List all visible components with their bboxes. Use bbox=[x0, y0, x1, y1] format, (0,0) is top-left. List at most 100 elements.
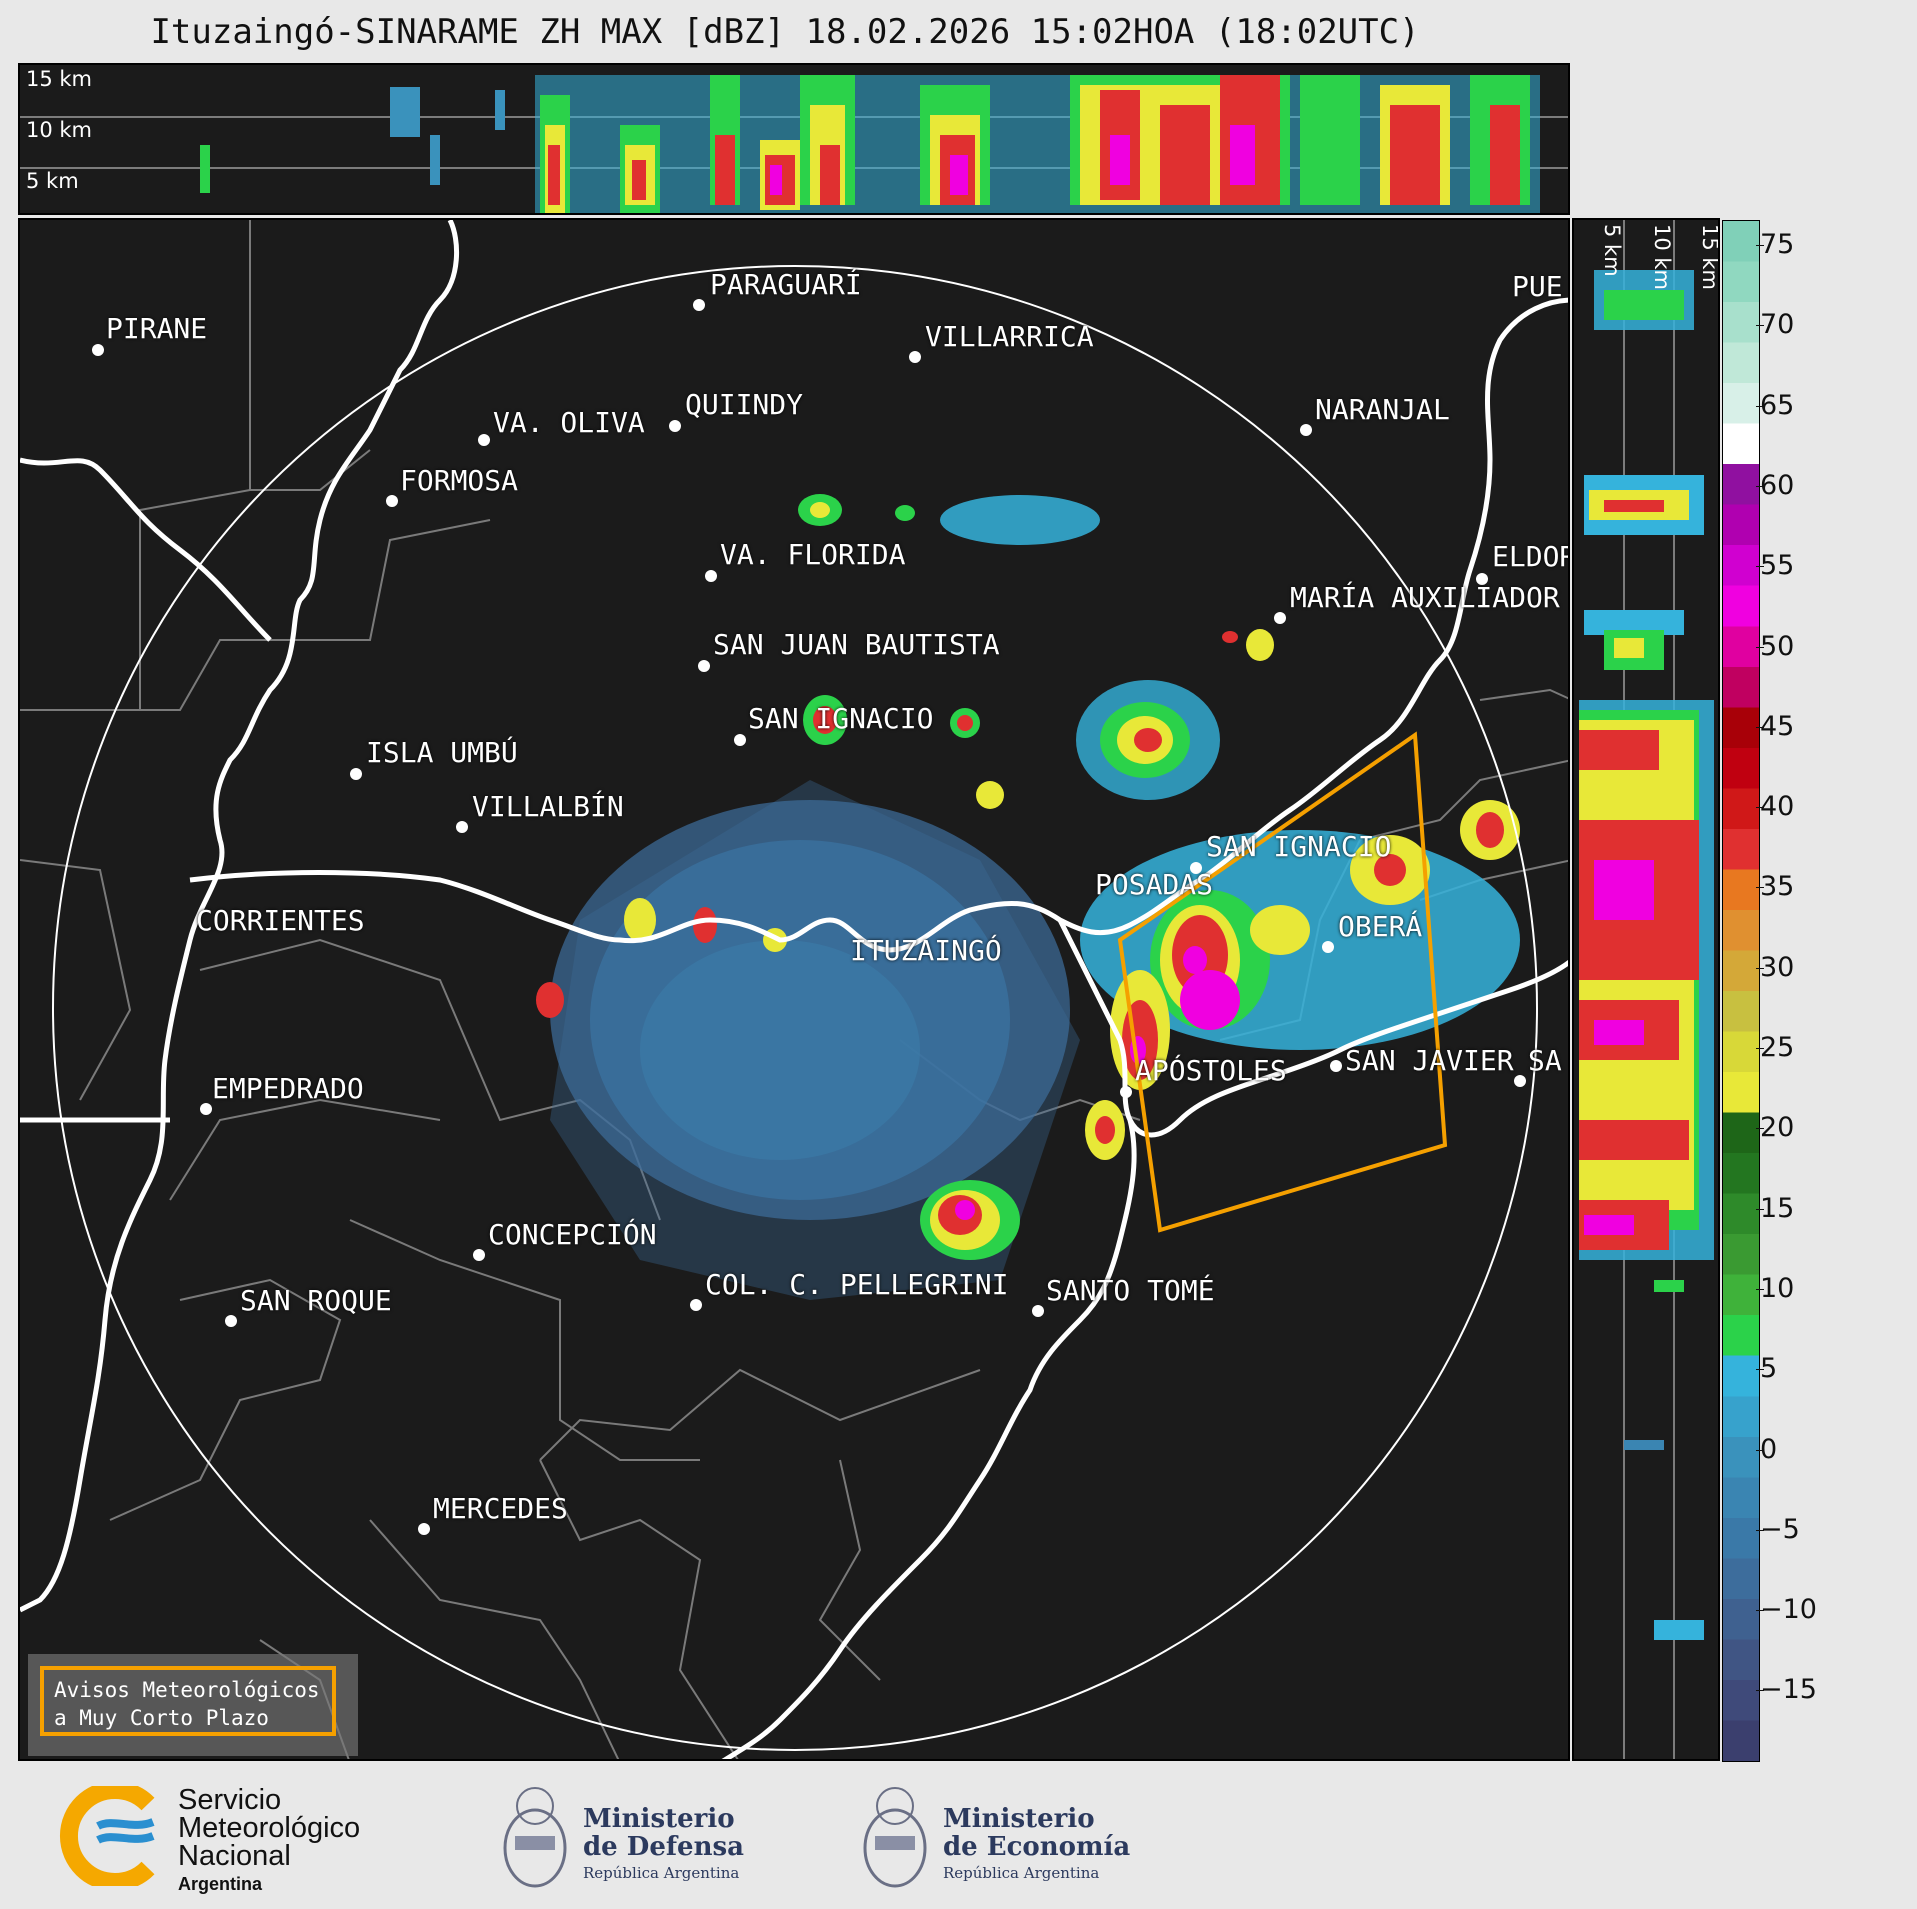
city-label-san-ignacio-ar: SAN IGNACIO bbox=[1206, 830, 1392, 863]
city-marker bbox=[705, 570, 717, 582]
city-marker bbox=[200, 1103, 212, 1115]
city-label-obera: OBERÁ bbox=[1338, 910, 1423, 943]
city-label-eldor: ELDOR bbox=[1492, 540, 1570, 573]
city-label-pirane: PIRANE bbox=[106, 312, 208, 345]
city-label-san-roque: SAN ROQUE bbox=[240, 1284, 392, 1317]
economia-line2: de Economía bbox=[943, 1832, 1131, 1862]
city-label-va-oliva: VA. OLIVA bbox=[493, 406, 645, 439]
city-label-villalbin: VILLALBÍN bbox=[472, 790, 624, 823]
top-section-echo-shapes bbox=[200, 75, 1540, 213]
city-label-villarrica: VILLARRICA bbox=[925, 320, 1094, 353]
colorbar-tick-label: 5 bbox=[1755, 1353, 1778, 1385]
economia-line1: Ministerio bbox=[943, 1804, 1095, 1834]
city-marker bbox=[1190, 862, 1202, 874]
side-level-label-5km: 5 km bbox=[1600, 224, 1624, 277]
colorbar-tick-label: −5 bbox=[1756, 1513, 1800, 1545]
city-marker bbox=[1274, 612, 1286, 624]
side-cross-section-panel: 5 km 10 km 15 km bbox=[1572, 218, 1720, 1761]
city-marker bbox=[386, 495, 398, 507]
city-marker bbox=[456, 821, 468, 833]
colorbar-tick-label: 15 bbox=[1755, 1192, 1795, 1224]
city-marker bbox=[478, 434, 490, 446]
city-marker bbox=[1120, 1086, 1132, 1098]
city-marker bbox=[669, 420, 681, 432]
colorbar-tick-label: 55 bbox=[1755, 550, 1795, 582]
colorbar-tick-label: 45 bbox=[1755, 710, 1795, 742]
city-label-naranjal: NARANJAL bbox=[1315, 393, 1450, 426]
smn-line2: Meteorológico bbox=[178, 1812, 361, 1844]
city-label-corrientes: CORRIENTES bbox=[196, 904, 365, 937]
city-label-santo-tome: SANTO TOMÉ bbox=[1046, 1274, 1215, 1307]
city-label-paraguari: PARAGUARÍ bbox=[710, 268, 862, 301]
city-marker bbox=[734, 734, 746, 746]
colorbar-tick-label: 10 bbox=[1755, 1272, 1795, 1304]
top-level-label-10km: 10 km bbox=[26, 118, 93, 142]
city-label-col-c-pellegrini: COL. C. PELLEGRINI bbox=[705, 1268, 1009, 1301]
city-marker bbox=[1322, 941, 1334, 953]
warning-legend-frame: Avisos Meteorológicos a Muy Corto Plazo bbox=[40, 1666, 336, 1736]
colorbar-tick-label: 35 bbox=[1755, 871, 1795, 903]
city-marker bbox=[1330, 1060, 1342, 1072]
smn-line4: Argentina bbox=[178, 1874, 263, 1894]
range-ring bbox=[52, 265, 1538, 1751]
national-shield-icon bbox=[503, 1787, 567, 1888]
city-label-maria-auxiliador: MARÍA AUXILIADOR bbox=[1290, 581, 1560, 614]
radar-map-panel: PIRANE PARAGUARÍ VILLARRICA QUIINDY VA. … bbox=[18, 218, 1570, 1761]
city-marker bbox=[225, 1315, 237, 1327]
side-section-echoes bbox=[1579, 220, 1714, 1759]
ministerio-economia-logo: Ministerio de Economía República Argenti… bbox=[855, 1776, 1145, 1896]
city-marker bbox=[1300, 424, 1312, 436]
colorbar-tick-label: 70 bbox=[1755, 309, 1795, 341]
ministerio-defensa-logo: Ministerio de Defensa República Argentin… bbox=[495, 1776, 755, 1896]
smn-line3: Nacional bbox=[178, 1840, 291, 1872]
top-level-label-15km: 15 km bbox=[26, 67, 93, 91]
colorbar-tick-label: 20 bbox=[1755, 1112, 1795, 1144]
city-label-empedrado: EMPEDRADO bbox=[212, 1072, 364, 1105]
city-label-posadas: POSADAS bbox=[1095, 868, 1214, 901]
city-label-formosa: FORMOSA bbox=[400, 464, 519, 497]
city-marker bbox=[693, 299, 705, 311]
city-label-mercedes: MERCEDES bbox=[433, 1492, 568, 1525]
colorbar-tick-label: 60 bbox=[1755, 469, 1795, 501]
colorbar-tick-label: −10 bbox=[1756, 1594, 1817, 1626]
city-label-san-ignacio-py: SAN IGNACIO bbox=[748, 702, 934, 735]
city-marker bbox=[1514, 1075, 1526, 1087]
side-level-label-15km: 15 km bbox=[1698, 224, 1720, 291]
colorbar-tick-label: 50 bbox=[1755, 630, 1795, 662]
warning-legend-line2: a Muy Corto Plazo bbox=[54, 1706, 269, 1730]
national-shield-icon bbox=[863, 1787, 927, 1888]
radar-map bbox=[20, 220, 1568, 1759]
colorbar-tick-label: 65 bbox=[1755, 389, 1795, 421]
city-label-va-florida: VA. FLORIDA bbox=[720, 538, 906, 571]
city-marker bbox=[473, 1249, 485, 1261]
city-marker bbox=[92, 344, 104, 356]
city-marker bbox=[350, 768, 362, 780]
reflectivity-colorbar bbox=[1722, 220, 1760, 1762]
top-level-label-5km: 5 km bbox=[26, 169, 79, 193]
city-marker bbox=[1476, 573, 1488, 585]
smn-logo-icon bbox=[60, 1786, 155, 1886]
city-label-ituzaingo: ITUZAINGÓ bbox=[850, 934, 1002, 967]
colorbar-tick-label: 25 bbox=[1755, 1032, 1795, 1063]
top-cross-section-panel: 15 km 10 km 5 km bbox=[18, 63, 1570, 215]
defensa-line1: Ministerio bbox=[583, 1804, 735, 1834]
top-section-echoes bbox=[20, 75, 1568, 213]
city-label-sa: SA bbox=[1528, 1044, 1562, 1077]
warning-legend: Avisos Meteorológicos a Muy Corto Plazo bbox=[28, 1654, 358, 1756]
defensa-line2: de Defensa bbox=[583, 1832, 744, 1862]
warning-legend-line1: Avisos Meteorológicos bbox=[54, 1678, 320, 1702]
city-marker bbox=[690, 1299, 702, 1311]
city-label-san-javier: SAN JAVIER bbox=[1345, 1044, 1514, 1077]
colorbar-tick-label: 75 bbox=[1755, 229, 1795, 260]
city-marker bbox=[698, 660, 710, 672]
city-label-pue: PUE bbox=[1512, 270, 1563, 303]
city-marker bbox=[418, 1523, 430, 1535]
warning-polygon bbox=[1117, 731, 1448, 1233]
city-label-apostoles: APÓSTOLES bbox=[1135, 1054, 1287, 1087]
colorbar-tick-label: 40 bbox=[1755, 791, 1795, 823]
rivers-and-borders bbox=[20, 220, 1568, 1759]
storm-cells bbox=[536, 494, 1520, 1260]
colorbar-tick-label: 30 bbox=[1755, 951, 1795, 983]
side-level-label-10km: 10 km bbox=[1650, 224, 1674, 291]
city-label-concepcion: CONCEPCIÓN bbox=[488, 1218, 657, 1251]
